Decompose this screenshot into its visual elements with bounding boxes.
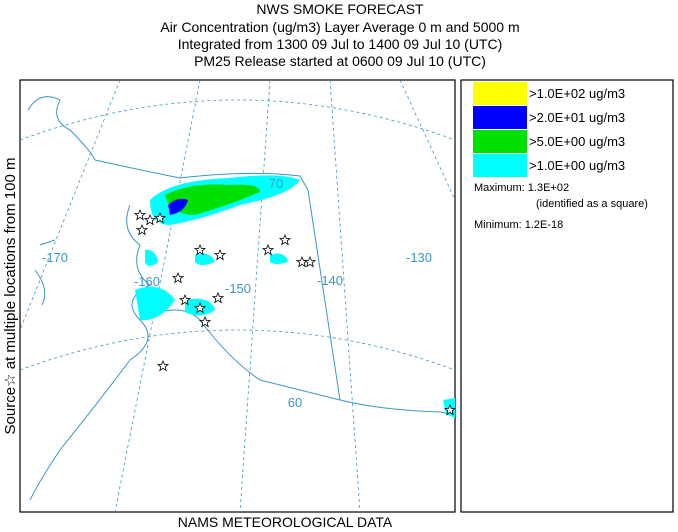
legend-swatch [473, 82, 527, 105]
map-label: -160 [134, 274, 160, 289]
maximum: Maximum: 1.3E+02 [474, 182, 569, 194]
map-label: -170 [42, 250, 68, 265]
map-label: -140 [317, 273, 343, 288]
legend-label: >1.0E+00 ug/m3 [529, 158, 625, 173]
legend-label: >1.0E+02 ug/m3 [529, 86, 625, 101]
maximum-note: (identified as a square) [536, 198, 648, 210]
footer: NAMS METEOROLOGICAL DATA [178, 514, 393, 530]
subtitle: Integrated from 1300 09 Jul to 1400 09 J… [178, 36, 503, 52]
minimum: Minimum: 1.2E-18 [474, 219, 563, 231]
title: NWS SMOKE FORECAST [256, 1, 424, 17]
map-label: -150 [225, 281, 251, 296]
legend-swatch [473, 130, 527, 153]
map-label: 60 [288, 395, 302, 410]
map-label: 70 [269, 176, 283, 191]
subtitle: Air Concentration (ug/m3) Layer Average … [160, 19, 519, 35]
side-label: Source☆ at multiple locations from 100 m [2, 158, 19, 435]
subtitle: PM25 Release started at 0600 09 Jul 10 (… [194, 53, 486, 69]
map-label: -130 [406, 250, 432, 265]
map [19, 79, 456, 513]
legend-swatch [473, 154, 527, 177]
legend-label: >2.0E+01 ug/m3 [529, 110, 625, 125]
legend-label: >5.0E+00 ug/m3 [529, 134, 625, 149]
legend-swatch [473, 106, 527, 129]
